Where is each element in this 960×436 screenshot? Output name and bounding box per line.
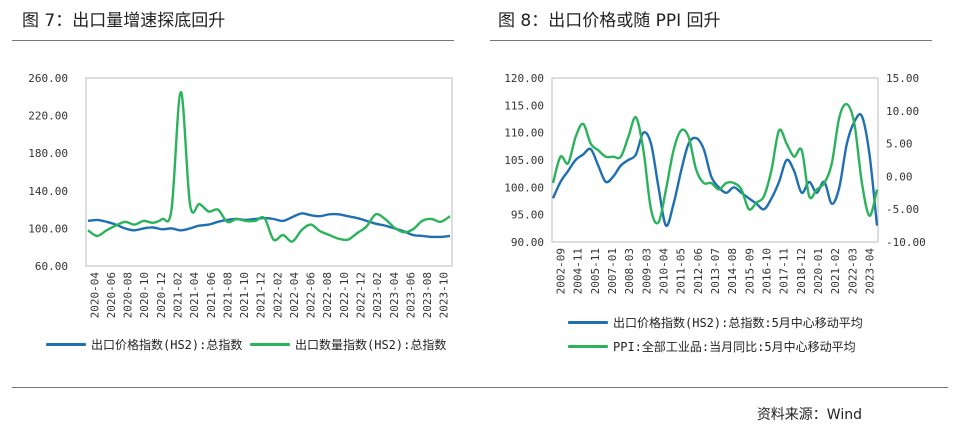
chart2-x-tick-label: 2015-09: [743, 248, 756, 294]
legend-swatch-blue: [568, 321, 608, 324]
chart1-x-tick-label: 2023-04: [388, 272, 401, 319]
chart2-x-tick-label: 2007-01: [606, 248, 619, 294]
chart1-x-tick-label: 2021-08: [221, 272, 234, 318]
chart2-x-tick-label: 2011-05: [675, 248, 688, 294]
chart2-series-line-0: [551, 112, 879, 228]
chart2-x-tick-label: 2004-11: [572, 248, 585, 294]
chart1-x-tick-label: 2022-04: [288, 272, 301, 319]
legend-label-ppi-ma: PPI:全部工业品:当月同比:5月中心移动平均: [613, 340, 856, 354]
chart1-y-tick-label: 100.00: [28, 222, 68, 235]
chart1-x-tick-label: 2021-04: [188, 272, 201, 319]
chart2-title: 图 8：出口价格或随 PPI 回升: [498, 11, 721, 31]
chart1-x-tick-label: 2022-08: [321, 272, 334, 318]
chart2-x-tick-label: 2017-11: [778, 248, 791, 294]
chart1-x-tick-label: 2023-08: [421, 272, 434, 318]
chart1-x-tick-label: 2021-06: [205, 272, 218, 318]
chart1-x-tick-label: 2023-02: [371, 272, 384, 318]
chart2-plot-frame: [551, 77, 879, 243]
chart2-x-tick-label: 2020-01: [812, 248, 825, 294]
chart1-y-tick-label: 60.00: [35, 260, 68, 273]
chart2-left-tick-label: 120.00: [504, 72, 544, 85]
chart2-right-tick-label: 10.00: [886, 105, 919, 118]
chart2-left-tick-label: 105.00: [504, 154, 544, 167]
chart1-series-line-0: [87, 212, 451, 239]
chart2-left-tick-label: 100.00: [504, 181, 544, 194]
chart2-x-tick-label: 2022-03: [846, 248, 859, 294]
chart2-x-tick-label: 2009-03: [640, 248, 653, 294]
legend-label-quantity-index: 出口数量指数(HS2):总指数: [295, 338, 447, 352]
chart1: 260.00 220.00 180.00 140.00 100.00 60.00 2020-…: [28, 72, 453, 319]
chart2-right-tick-label: 0.00: [886, 170, 913, 183]
chart2-left-tick-label: 90.00: [511, 236, 544, 249]
chart1-x-tick-label: 2021-02: [172, 272, 185, 318]
legend-swatch-green: [250, 343, 290, 346]
chart2-title-rule: [490, 40, 932, 41]
chart1-plot-frame: [85, 77, 453, 267]
source-note: 资料来源：Wind: [756, 407, 862, 423]
chart1-legend-green: 出口数量指数(HS2):总指数: [250, 336, 446, 353]
chart1-x-tick-label: 2022-02: [271, 272, 284, 318]
chart1-x-tick-label: 2020-04: [88, 272, 101, 319]
chart1-x-tick-label: 2023-10: [438, 272, 451, 318]
chart1-x-tick-label: 2020-10: [138, 272, 151, 318]
chart2-series-line-1: [551, 102, 879, 225]
chart2: 120.00 115.00 110.00 105.00 100.00 95.00 90.00…: [504, 72, 926, 294]
legend-label-price-index: 出口价格指数(HS2):总指数: [91, 338, 243, 352]
chart2-x-tick-label: 2008-03: [623, 248, 636, 294]
chart2-left-tick-label: 95.00: [511, 209, 544, 222]
legend-label-price-ma: 出口价格指数(HS2):总指数:5月中心移动平均: [613, 316, 863, 330]
chart2-x-tick-label: 2018-12: [795, 248, 808, 294]
chart2-x-tick-label: 2016-10: [760, 248, 773, 294]
legend-swatch-green: [568, 345, 608, 348]
chart2-right-tick-label: 15.00: [886, 72, 919, 85]
chart2-right-tick-label: -10.00: [886, 236, 926, 249]
chart2-x-tick-label: 2010-04: [658, 248, 671, 295]
chart2-x-tick-label: 2012-06: [692, 248, 705, 294]
chart1-x-tick-label: 2022-06: [305, 272, 318, 318]
chart1-title-rule: [12, 40, 454, 41]
chart1-x-tick-label: 2021-12: [255, 272, 268, 318]
chart2-legend-green: PPI:全部工业品:当月同比:5月中心移动平均: [568, 338, 856, 355]
chart2-right-tick-label: -5.00: [886, 203, 919, 216]
chart1-x-tick-label: 2020-12: [155, 272, 168, 318]
chart1-title: 图 7：出口量增速探底回升: [22, 11, 226, 31]
chart1-y-tick-label: 180.00: [28, 147, 68, 160]
chart2-legend-blue: 出口价格指数(HS2):总指数:5月中心移动平均: [568, 314, 863, 331]
legend-swatch-blue: [46, 343, 86, 346]
chart2-left-tick-label: 110.00: [504, 127, 544, 140]
chart1-y-tick-label: 140.00: [28, 185, 68, 198]
chart1-x-tick-label: 2021-10: [238, 272, 251, 318]
chart1-series-line-1: [87, 90, 451, 243]
chart2-x-tick-label: 2021-02: [829, 248, 842, 294]
chart2-x-tick-label: 2013-07: [709, 248, 722, 294]
chart1-x-tick-label: 2022-12: [355, 272, 368, 318]
chart1-x-tick-label: 2023-06: [404, 272, 417, 318]
chart1-legend-blue: 出口价格指数(HS2):总指数: [46, 336, 242, 353]
chart2-left-tick-label: 115.00: [504, 99, 544, 112]
chart1-y-tick-label: 220.00: [28, 110, 68, 123]
chart1-y-tick-label: 260.00: [28, 72, 68, 85]
chart2-x-tick-label: 2023-04: [863, 248, 876, 295]
chart2-x-tick-label: 2002-09: [555, 248, 568, 294]
chart2-x-tick-label: 2005-11: [589, 248, 602, 294]
chart1-x-tick-label: 2022-10: [338, 272, 351, 318]
chart2-right-tick-label: 5.00: [886, 138, 913, 151]
chart2-x-tick-label: 2014-08: [726, 248, 739, 294]
chart1-x-tick-label: 2020-06: [105, 272, 118, 318]
footer-rule: [12, 387, 948, 388]
chart1-x-tick-label: 2020-08: [122, 272, 135, 318]
